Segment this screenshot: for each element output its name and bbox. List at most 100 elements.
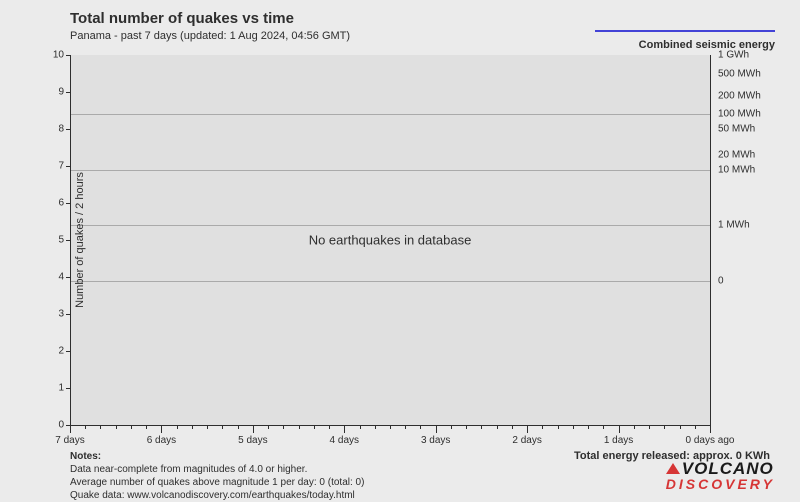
x-tick-minor — [420, 425, 421, 429]
x-tick-label: 4 days — [330, 435, 359, 446]
plot-area: No earthquakes in database — [70, 55, 710, 425]
x-tick-minor — [375, 425, 376, 429]
y-axis-left-line — [70, 55, 71, 425]
y-left-tick-label: 4 — [58, 272, 64, 283]
x-tick-label: 1 days — [604, 435, 633, 446]
chart-container: Total number of quakes vs time Panama - … — [0, 0, 800, 500]
x-tick-minor — [314, 425, 315, 429]
y-right-tick-label: 0 — [718, 275, 724, 286]
legend-line-icon — [595, 30, 775, 32]
y-left-tick-mark — [66, 314, 70, 315]
y-right-tick-label: 100 MWh — [718, 109, 761, 120]
x-tick-minor — [131, 425, 132, 429]
y-right-tick-label: 200 MWh — [718, 90, 761, 101]
y-right-tick-label: 500 MWh — [718, 68, 761, 79]
notes: Notes: Data near-complete from magnitude… — [70, 450, 364, 502]
y-left-tick-label: 8 — [58, 124, 64, 135]
y-left-tick-label: 0 — [58, 420, 64, 431]
no-data-message: No earthquakes in database — [309, 233, 472, 248]
x-tick-label: 5 days — [238, 435, 267, 446]
x-tick-minor — [603, 425, 604, 429]
x-tick-major — [70, 425, 71, 433]
x-tick-major — [161, 425, 162, 433]
legend-label: Combined seismic energy — [639, 39, 775, 51]
notes-title: Notes: — [70, 450, 364, 463]
y-right-tick-label: 10 MWh — [718, 164, 755, 175]
x-tick-minor — [481, 425, 482, 429]
x-tick-major — [436, 425, 437, 433]
x-tick-minor — [329, 425, 330, 429]
x-tick-major — [344, 425, 345, 433]
notes-line3: Quake data: www.volcanodiscovery.com/ear… — [70, 489, 364, 502]
x-tick-minor — [192, 425, 193, 429]
y-left-tick-mark — [66, 55, 70, 56]
x-tick-minor — [649, 425, 650, 429]
x-tick-minor — [664, 425, 665, 429]
y-left-tick-mark — [66, 92, 70, 93]
x-tick-minor — [466, 425, 467, 429]
y-right-tick-label: 20 MWh — [718, 149, 755, 160]
x-tick-minor — [360, 425, 361, 429]
x-tick-minor — [299, 425, 300, 429]
logo-line2: DISCOVERY — [666, 476, 775, 492]
logo: VOLCANO DISCOVERY — [666, 459, 775, 492]
y-left-tick-mark — [66, 129, 70, 130]
x-tick-major — [710, 425, 711, 433]
y-left-tick-mark — [66, 351, 70, 352]
x-tick-minor — [85, 425, 86, 429]
y-left-tick-mark — [66, 388, 70, 389]
gridline — [70, 281, 710, 282]
y-left-tick-mark — [66, 240, 70, 241]
gridline — [70, 170, 710, 171]
y-left-tick-label: 7 — [58, 161, 64, 172]
x-tick-minor — [512, 425, 513, 429]
y-right-tick-label: 1 MWh — [718, 220, 750, 231]
notes-line2: Average number of quakes above magnitude… — [70, 476, 364, 489]
x-tick-minor — [177, 425, 178, 429]
volcano-icon — [666, 463, 680, 474]
x-tick-minor — [238, 425, 239, 429]
x-tick-minor — [283, 425, 284, 429]
x-tick-minor — [116, 425, 117, 429]
chart-subtitle: Panama - past 7 days (updated: 1 Aug 202… — [70, 30, 350, 42]
gridline — [70, 225, 710, 226]
y-left-tick-label: 9 — [58, 87, 64, 98]
x-tick-minor — [390, 425, 391, 429]
y-left-tick-mark — [66, 166, 70, 167]
y-axis-left-label: Number of quakes / 2 hours — [74, 172, 86, 308]
x-tick-minor — [451, 425, 452, 429]
y-left-tick-label: 3 — [58, 309, 64, 320]
x-tick-minor — [268, 425, 269, 429]
x-tick-minor — [573, 425, 574, 429]
x-tick-minor — [558, 425, 559, 429]
x-tick-label: 0 days ago — [686, 435, 735, 446]
chart-title: Total number of quakes vs time — [70, 10, 294, 27]
y-left-tick-label: 2 — [58, 346, 64, 357]
x-tick-minor — [405, 425, 406, 429]
x-tick-major — [253, 425, 254, 433]
x-tick-minor — [695, 425, 696, 429]
y-left-tick-label: 1 — [58, 383, 64, 394]
x-tick-minor — [680, 425, 681, 429]
x-tick-label: 3 days — [421, 435, 450, 446]
x-tick-minor — [222, 425, 223, 429]
x-tick-minor — [634, 425, 635, 429]
x-tick-minor — [146, 425, 147, 429]
x-tick-label: 2 days — [512, 435, 541, 446]
y-axis-left: Number of quakes / 2 hours 012345678910 — [0, 55, 70, 425]
y-left-tick-label: 10 — [53, 50, 64, 61]
x-tick-minor — [588, 425, 589, 429]
y-axis-right: 1 GWh500 MWh200 MWh100 MWh50 MWh20 MWh10… — [710, 55, 800, 425]
x-tick-minor — [100, 425, 101, 429]
y-left-tick-mark — [66, 203, 70, 204]
x-tick-major — [619, 425, 620, 433]
x-tick-major — [527, 425, 528, 433]
y-right-tick-label: 50 MWh — [718, 124, 755, 135]
gridline — [70, 114, 710, 115]
y-right-tick-label: 1 GWh — [718, 50, 749, 61]
notes-line1: Data near-complete from magnitudes of 4.… — [70, 463, 364, 476]
y-left-tick-label: 6 — [58, 198, 64, 209]
x-tick-minor — [542, 425, 543, 429]
x-tick-minor — [207, 425, 208, 429]
y-left-tick-mark — [66, 277, 70, 278]
